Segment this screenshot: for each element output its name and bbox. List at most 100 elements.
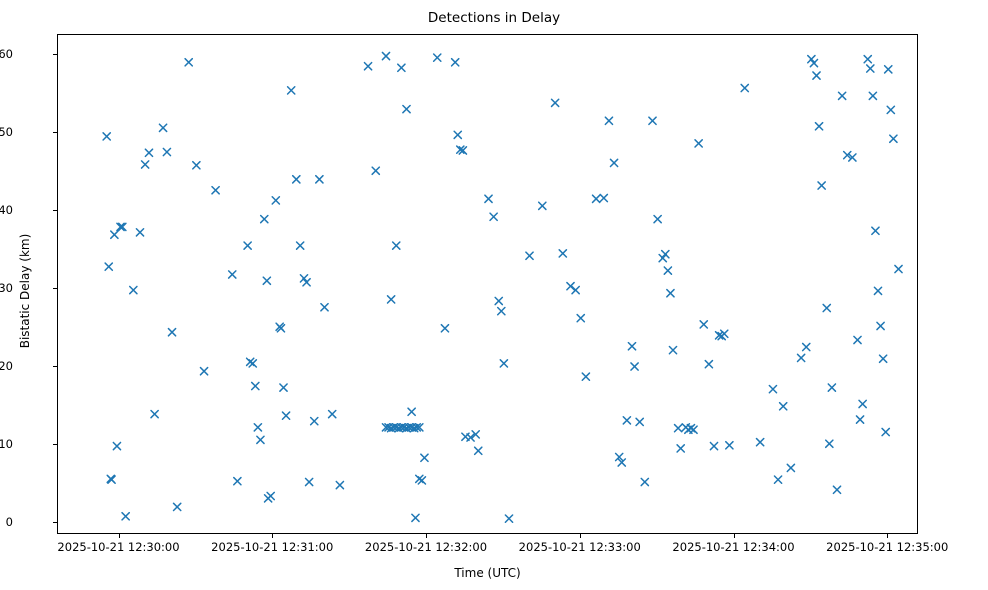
scatter-point [315,174,324,184]
x-tick-mark [579,534,581,538]
scatter-point [233,476,242,486]
scatter-point [837,91,847,101]
scatter-point [499,359,509,368]
y-tick-mark [53,209,57,211]
y-tick-label: 50 [0,124,13,139]
chart-title: Detections in Delay [427,10,561,26]
scatter-point [417,476,427,485]
scatter-point [768,384,778,394]
scatter-point [420,453,429,463]
scatter-point [622,415,632,425]
x-tick-mark [887,534,889,538]
scatter-point [812,71,821,80]
scatter-point [537,201,547,211]
scatter-point [617,458,627,467]
scatter-point [309,416,319,426]
scatter-point [858,399,867,409]
scatter-point [809,58,819,68]
scatter-point [112,441,122,451]
scatter-point [150,409,159,419]
scatter-point [863,54,873,64]
y-tick-mark [53,287,57,289]
scatter-point [676,444,686,453]
x-axis-label: Time (UTC) [454,566,521,580]
scatter-point [281,411,291,421]
scatter-point [371,166,381,176]
scatter-point [496,306,506,316]
y-tick-mark [53,365,57,367]
scatter-point [253,423,263,432]
scatter-point [604,116,614,126]
scatter-point [673,423,683,433]
scatter-point [259,214,269,224]
scatter-point [871,226,880,236]
x-tick-label: 2025-10-21 12:30:00 [57,540,180,554]
scatter-point [295,241,305,250]
scatter-point [302,277,311,287]
scatter-point [648,116,657,126]
y-tick-mark [53,443,57,445]
x-tick-mark [272,534,274,538]
scatter-point [291,174,301,184]
scatter-point [824,439,834,449]
scatter-point [817,181,826,190]
scatter-point [576,313,586,323]
scatter-point [121,511,130,521]
scatter-point [666,288,675,298]
scatter-point [566,281,575,291]
scatter-point [450,57,460,67]
scatter-point [853,335,862,345]
scatter-point [525,251,534,261]
scatter-point [144,148,154,158]
scatter-point [104,262,114,272]
scatter-point [635,417,645,427]
scatter-points-layer [102,51,903,523]
scatter-point [658,253,668,263]
scatter-point [699,320,709,329]
scatter-point [335,480,345,490]
scatter-point [855,415,865,424]
x-tick-label: 2025-10-21 12:33:00 [518,540,641,554]
scatter-point [640,477,650,487]
scatter-point [494,296,504,306]
x-tick-label: 2025-10-21 12:32:00 [364,540,488,554]
scatter-point [110,230,119,240]
y-tick-mark [53,131,57,133]
scatter-point [471,430,481,439]
scatter-point [199,366,209,376]
y-tick-label: 30 [0,280,13,295]
scatter-point [881,427,891,437]
scatter-point [453,130,463,140]
scatter-point [740,83,750,93]
scatter-point [778,401,788,411]
x-tick-label: 2025-10-21 12:31:00 [211,540,334,554]
scatter-point [801,342,811,352]
scatter-point [411,513,420,523]
scatter-point [250,381,260,391]
scatter-point [162,147,172,157]
scatter-point [550,98,560,108]
y-tick-mark [53,521,57,523]
scatter-point [591,194,601,204]
scatter-point [172,502,182,512]
scatter-point [709,441,719,451]
scatter-point [276,323,286,333]
scatter-point [627,341,637,351]
scatter-point [571,285,580,295]
y-axis-label: Bistatic Delay (km) [18,233,32,349]
scatter-point [473,446,483,456]
scatter-point [689,425,698,435]
scatter-point [755,437,765,447]
scatter-point [814,121,824,131]
scatter-point [397,63,406,73]
scatter-point [786,463,796,473]
scatter-point [227,270,237,279]
scatter-point [865,64,875,73]
scatter-point [581,372,591,381]
scatter-point [873,286,883,296]
scatter-point [391,241,401,250]
scatter-point [116,222,125,232]
y-tick-label: 60 [0,46,13,61]
scatter-point [135,228,145,237]
scatter-point [504,514,514,523]
